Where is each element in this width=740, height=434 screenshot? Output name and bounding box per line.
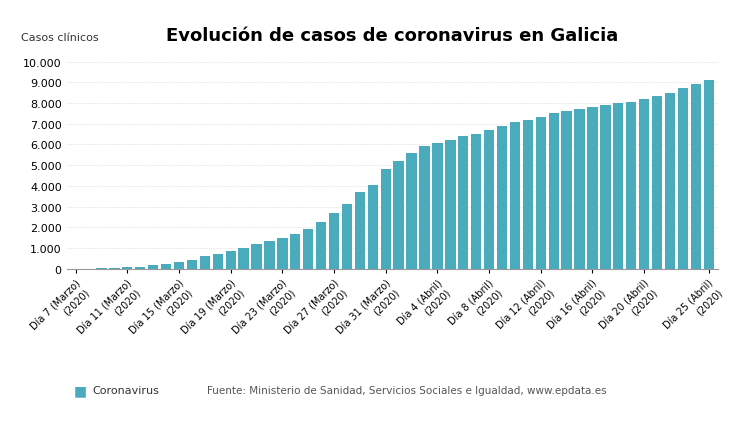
Bar [161, 264, 171, 269]
Bar [135, 267, 146, 269]
Bar [458, 137, 468, 269]
Bar [613, 104, 624, 269]
Text: Fuente: Ministerio de Sanidad, Servicios Sociales e Igualdad, www.epdata.es: Fuente: Ministerio de Sanidad, Servicios… [207, 386, 607, 395]
Bar [588, 108, 598, 269]
Bar [226, 252, 236, 269]
Bar [562, 112, 572, 269]
Bar [212, 254, 223, 269]
Bar [303, 230, 313, 269]
Bar [510, 122, 520, 269]
Bar [290, 234, 300, 269]
Bar [200, 257, 210, 269]
Bar [445, 141, 456, 269]
Bar [342, 205, 352, 269]
Bar [600, 106, 610, 269]
Bar [665, 93, 675, 269]
Bar [252, 245, 262, 269]
Bar [652, 96, 662, 269]
Bar [394, 161, 404, 269]
Bar [522, 120, 533, 269]
Text: Casos clínicos: Casos clínicos [21, 33, 98, 43]
Bar [238, 248, 249, 269]
Bar [432, 144, 443, 269]
Bar [471, 135, 481, 269]
Bar [497, 126, 507, 269]
Bar [639, 100, 649, 269]
Bar [690, 85, 701, 269]
Bar [354, 193, 365, 269]
Bar [174, 263, 184, 269]
Bar [626, 103, 636, 269]
Bar [548, 114, 559, 269]
Bar [122, 268, 132, 269]
Bar [536, 118, 546, 269]
Bar [574, 110, 585, 269]
Bar [704, 81, 714, 269]
Title: Evolución de casos de coronavirus en Galicia: Evolución de casos de coronavirus en Gal… [166, 27, 619, 45]
Bar [420, 147, 430, 269]
Bar [484, 131, 494, 269]
Bar [316, 223, 326, 269]
Text: Coronavirus: Coronavirus [92, 386, 159, 395]
Text: ■: ■ [74, 384, 87, 398]
Bar [186, 260, 197, 269]
Bar [329, 213, 339, 269]
Bar [148, 266, 158, 269]
Bar [406, 153, 417, 269]
Bar [264, 241, 275, 269]
Bar [678, 89, 688, 269]
Bar [368, 185, 378, 269]
Bar [380, 170, 391, 269]
Bar [278, 238, 288, 269]
